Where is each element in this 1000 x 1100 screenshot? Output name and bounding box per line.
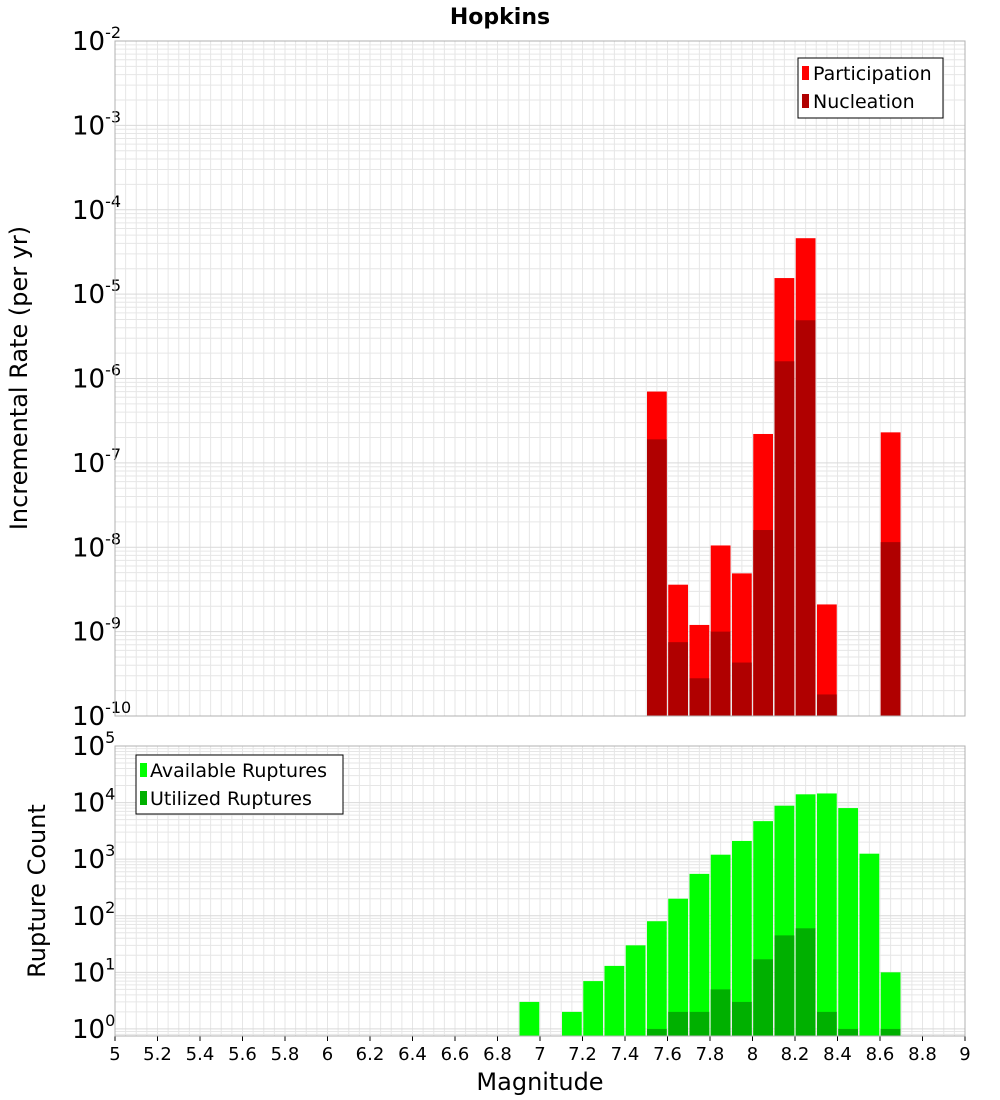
legend-utilized-label: Utilized Ruptures bbox=[150, 788, 312, 810]
available-ruptures-bar bbox=[562, 1011, 582, 1036]
nucleation-bar bbox=[817, 694, 837, 716]
y-tick-label: 105 bbox=[72, 728, 115, 762]
available-ruptures-bar bbox=[604, 965, 625, 1036]
legend-nucleation-label: Nucleation bbox=[813, 91, 915, 113]
legend-available-swatch bbox=[140, 763, 147, 777]
x-tick-label: 5.8 bbox=[271, 1044, 300, 1065]
x-tick-label: 7.6 bbox=[653, 1044, 682, 1065]
x-tick-label: 6.6 bbox=[441, 1044, 470, 1065]
x-tick-label: 7.4 bbox=[611, 1044, 640, 1065]
rate-panel: 10-10 10-9 10-8 10-7 10-6 10-5 10-4 10-3 10-2 In… bbox=[5, 23, 966, 732]
x-tick-label: 6.8 bbox=[483, 1044, 512, 1065]
x-tick-label: 6.4 bbox=[398, 1044, 427, 1065]
count-bars bbox=[519, 793, 901, 1036]
legend-utilized-swatch bbox=[140, 791, 147, 805]
nucleation-bar bbox=[668, 642, 688, 716]
x-tick-label: 8.6 bbox=[866, 1044, 895, 1065]
x-axis-label: Magnitude bbox=[476, 1068, 603, 1096]
y-tick-label: 10-2 bbox=[72, 23, 121, 57]
rate-grid bbox=[115, 41, 965, 716]
x-tick-label: 8.2 bbox=[781, 1044, 810, 1065]
available-ruptures-bar bbox=[519, 1001, 540, 1036]
nucleation-bar bbox=[774, 361, 795, 716]
available-ruptures-bar bbox=[817, 793, 837, 1036]
nucleation-bar bbox=[753, 530, 773, 716]
legend-nucleation-swatch bbox=[802, 94, 809, 108]
available-ruptures-bar bbox=[732, 840, 752, 1036]
y-tick-label: 103 bbox=[72, 841, 115, 875]
utilized-ruptures-bar bbox=[753, 959, 773, 1036]
count-legend-box bbox=[135, 754, 344, 815]
x-tick-label: 5.6 bbox=[228, 1044, 257, 1065]
available-ruptures-bar bbox=[859, 853, 880, 1036]
y-tick-label: 100 bbox=[72, 1011, 115, 1045]
count-y-axis-label: Rupture Count bbox=[23, 804, 51, 978]
available-ruptures-bar bbox=[838, 808, 858, 1036]
utilized-ruptures-bar bbox=[647, 1028, 667, 1036]
x-tick-label: 7.2 bbox=[568, 1044, 597, 1065]
count-legend: Available Ruptures Utilized Ruptures bbox=[135, 754, 344, 815]
y-tick-label: 10-4 bbox=[72, 192, 121, 226]
x-tick-label: 5.4 bbox=[186, 1044, 215, 1065]
y-tick-label: 10-3 bbox=[72, 107, 121, 141]
x-tick-label: 8 bbox=[747, 1044, 758, 1065]
nucleation-bar bbox=[880, 542, 901, 716]
chart-title: Hopkins bbox=[450, 5, 550, 30]
x-tick-label: 7 bbox=[534, 1044, 545, 1065]
x-tick-label: 5 bbox=[109, 1044, 120, 1065]
available-ruptures-bar bbox=[668, 898, 688, 1036]
rate-bars bbox=[647, 238, 901, 716]
x-tick-label: 5.2 bbox=[143, 1044, 172, 1065]
x-tick-label: 8.8 bbox=[908, 1044, 937, 1065]
utilized-ruptures-bar bbox=[817, 1011, 837, 1036]
nucleation-bar bbox=[647, 439, 667, 716]
x-tick-label: 9 bbox=[959, 1044, 970, 1065]
x-tick-label: 6.2 bbox=[356, 1044, 385, 1065]
y-tick-label: 104 bbox=[72, 785, 115, 819]
nucleation-bar bbox=[689, 678, 710, 716]
nucleation-bar bbox=[732, 662, 752, 716]
count-plot-border bbox=[114, 745, 966, 1037]
utilized-ruptures-bar bbox=[880, 1028, 901, 1036]
utilized-ruptures-bar bbox=[689, 1011, 710, 1036]
x-tick-label: 8.4 bbox=[823, 1044, 852, 1065]
x-tick-label: 7.8 bbox=[696, 1044, 725, 1065]
nucleation-bar bbox=[795, 320, 816, 716]
utilized-ruptures-bar bbox=[710, 989, 731, 1036]
legend-participation-label: Participation bbox=[813, 63, 932, 85]
participation-bar bbox=[817, 604, 837, 716]
y-tick-label: 10-6 bbox=[72, 361, 121, 395]
y-tick-label: 10-9 bbox=[72, 614, 121, 648]
nucleation-bar bbox=[710, 631, 731, 716]
y-tick-label: 102 bbox=[72, 898, 115, 932]
available-ruptures-bar bbox=[583, 981, 603, 1036]
rate-y-axis-label: Incremental Rate (per yr) bbox=[5, 226, 33, 530]
utilized-ruptures-bar bbox=[774, 935, 795, 1036]
utilized-ruptures-bar bbox=[732, 1001, 752, 1036]
available-ruptures-bar bbox=[689, 873, 710, 1036]
rate-legend-box bbox=[797, 57, 944, 119]
count-x-ticks: 5 5.2 5.4 5.6 5.8 6 6.2 6.4 6.6 6.8 7 7.2 7.4 7.6 7.8 8… bbox=[109, 1036, 971, 1065]
legend-available-label: Available Ruptures bbox=[150, 760, 327, 782]
available-ruptures-bar bbox=[880, 972, 901, 1036]
y-tick-label: 101 bbox=[72, 954, 115, 988]
x-tick-label: 6 bbox=[322, 1044, 333, 1065]
utilized-ruptures-bar bbox=[838, 1028, 858, 1036]
rate-plot-border bbox=[114, 40, 966, 717]
y-tick-label: 10-7 bbox=[72, 445, 121, 479]
y-tick-label: 10-5 bbox=[72, 276, 121, 310]
available-ruptures-bar bbox=[625, 945, 646, 1036]
utilized-ruptures-bar bbox=[795, 928, 816, 1036]
y-tick-label: 10-8 bbox=[72, 529, 121, 563]
utilized-ruptures-bar bbox=[668, 1011, 688, 1036]
count-y-ticks: 100 101 102 103 104 105 bbox=[72, 728, 115, 1045]
count-panel: 100 101 102 103 104 105 5 5.2 5.4 5.6 5.8 6 6.2 6.4 6… bbox=[23, 728, 971, 1096]
y-tick-label: 10-10 bbox=[72, 698, 131, 732]
available-ruptures-bar bbox=[647, 921, 667, 1036]
legend-participation-swatch bbox=[802, 66, 809, 80]
rate-legend: Participation Nucleation bbox=[797, 57, 944, 119]
rate-y-ticks: 10-10 10-9 10-8 10-7 10-6 10-5 10-4 10-3 10-2 bbox=[72, 23, 131, 732]
